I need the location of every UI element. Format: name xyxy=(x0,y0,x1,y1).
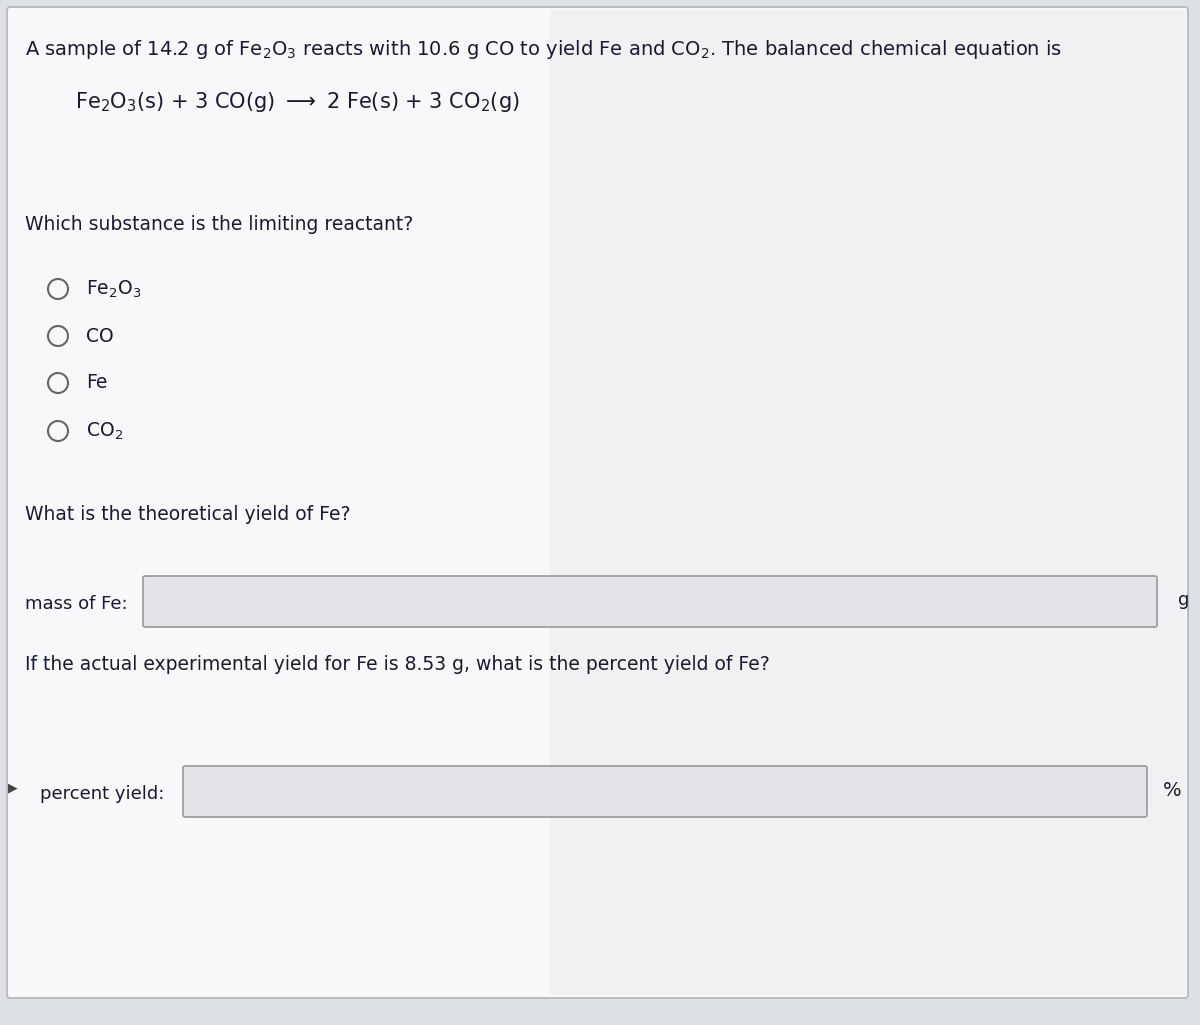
FancyBboxPatch shape xyxy=(550,10,1186,995)
Text: CO: CO xyxy=(86,327,114,345)
Text: What is the theoretical yield of Fe?: What is the theoretical yield of Fe? xyxy=(25,505,350,524)
Text: %: % xyxy=(1163,780,1182,800)
Text: Fe: Fe xyxy=(86,373,107,393)
Text: Fe$_2$O$_3$(s) + 3 CO(g) $\longrightarrow$ 2 Fe(s) + 3 CO$_2$(g): Fe$_2$O$_3$(s) + 3 CO(g) $\longrightarro… xyxy=(74,90,520,114)
Text: Which substance is the limiting reactant?: Which substance is the limiting reactant… xyxy=(25,215,413,234)
Text: ▶: ▶ xyxy=(8,781,18,794)
Text: percent yield:: percent yield: xyxy=(40,785,164,803)
FancyBboxPatch shape xyxy=(182,766,1147,817)
Text: g: g xyxy=(1178,591,1189,609)
Text: Fe$_2$O$_3$: Fe$_2$O$_3$ xyxy=(86,279,142,299)
Text: CO$_2$: CO$_2$ xyxy=(86,420,124,442)
Text: A sample of 14.2 g of Fe$_2$O$_3$ reacts with 10.6 g CO to yield Fe and CO$_2$. : A sample of 14.2 g of Fe$_2$O$_3$ reacts… xyxy=(25,38,1062,62)
FancyBboxPatch shape xyxy=(7,7,1188,998)
Text: If the actual experimental yield for Fe is 8.53 g, what is the percent yield of : If the actual experimental yield for Fe … xyxy=(25,655,769,674)
Text: mass of Fe:: mass of Fe: xyxy=(25,594,127,613)
FancyBboxPatch shape xyxy=(143,576,1157,627)
